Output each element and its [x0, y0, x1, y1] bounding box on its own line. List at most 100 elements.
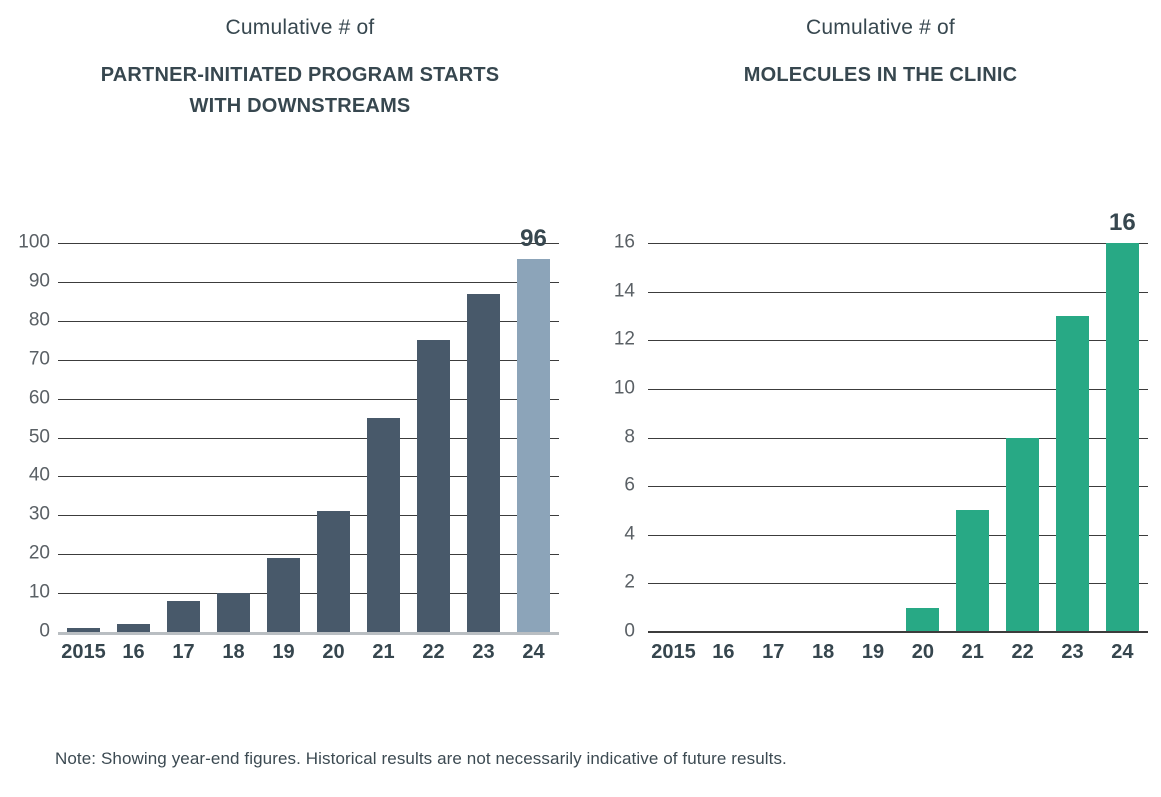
x-axis-baseline: [648, 631, 1148, 633]
gridline: [58, 243, 559, 244]
bar-value-label: 96: [520, 224, 547, 252]
x-tick-label: 24: [1111, 641, 1134, 663]
gridline: [648, 388, 1148, 390]
x-tick-label: 23: [1061, 641, 1084, 663]
y-tick-label: 2: [624, 571, 635, 593]
bar-value-label: 16: [1109, 209, 1136, 236]
y-tick-label: 60: [28, 387, 50, 409]
bar-slot: [707, 243, 740, 632]
gridline: [58, 281, 559, 283]
bar-slot: [117, 243, 150, 632]
y-tick-label: 0: [39, 620, 50, 642]
gridline: [58, 554, 559, 556]
gridline: [58, 437, 559, 439]
x-tick-label: 17: [762, 641, 785, 663]
x-tick-label: 21: [961, 641, 984, 663]
bar-slot: [417, 243, 450, 632]
y-tick-label: 14: [613, 280, 635, 302]
chart-title-text: PARTNER-INITIATED PROGRAM STARTS WITH DO…: [100, 64, 500, 117]
bar-21: [367, 418, 400, 632]
x-tick-label: 16: [122, 641, 145, 663]
x-axis-labels: 2015 16 17 18 19 20 21 22 23 24: [648, 641, 1148, 664]
x-tick-label: 21: [372, 641, 395, 663]
gridline: [648, 486, 1148, 488]
x-tick-label: 18: [812, 641, 835, 663]
x-axis-baseline: [58, 632, 559, 635]
bar-slot: [807, 243, 840, 632]
chart-title-text: MOLECULES IN THE CLINIC: [743, 64, 1018, 86]
y-tick-label: 80: [28, 309, 50, 331]
y-tick-label: 40: [28, 464, 50, 486]
bar-17: [167, 600, 200, 632]
bar-23: [467, 293, 500, 632]
y-tick-label: 70: [28, 348, 50, 370]
plot-area: 16: [648, 209, 1148, 633]
bar-22: [1006, 437, 1040, 632]
gridline: [648, 291, 1148, 293]
x-tick-label: 19: [861, 641, 885, 663]
y-tick-label: 12: [613, 328, 635, 350]
bar-slot: 16: [1105, 209, 1139, 632]
bar-24: [1105, 243, 1139, 632]
chart-title: PARTNER-INITIATED PROGRAM STARTS WITH DO…: [20, 60, 580, 122]
x-tick-label: 17: [172, 641, 195, 663]
bar-slot: [1056, 243, 1089, 632]
gridline: [58, 359, 559, 361]
bar-20: [317, 511, 350, 632]
x-tick-label: 22: [422, 641, 445, 663]
chart-title-prefix: Cumulative # of: [806, 16, 955, 39]
gridline: [648, 340, 1148, 342]
bars: 16: [648, 209, 1148, 632]
x-tick-label: 2015: [61, 641, 106, 663]
chart-title-prefix: Cumulative # of: [225, 16, 375, 39]
bar-slot: [757, 243, 790, 632]
y-tick-label: 6: [624, 474, 635, 496]
gridline: [58, 320, 559, 322]
bar-slot: [167, 243, 200, 632]
y-tick-label: 16: [613, 231, 635, 253]
x-tick-label: 19: [272, 641, 295, 663]
bar-slot: [367, 243, 400, 632]
bar-slot: [857, 243, 890, 632]
gridline: [648, 534, 1148, 536]
y-axis-labels: 100 90 80 70 60 50 40 30 20 10 0: [18, 232, 50, 642]
x-tick-label: 2015: [651, 641, 696, 663]
gridline: [648, 583, 1148, 585]
chart-title: MOLECULES IN THE CLINIC: [600, 60, 1161, 91]
gridline: [648, 437, 1148, 439]
bar-slot: [467, 243, 500, 632]
bar-21: [956, 510, 990, 632]
bar-18: [217, 593, 250, 632]
y-tick-label: 90: [28, 270, 50, 292]
x-tick-label: 20: [911, 641, 934, 663]
y-tick-label: 20: [28, 542, 50, 564]
bar-slot: [317, 243, 350, 632]
bars: 96: [58, 225, 559, 632]
y-tick-label: 50: [28, 426, 50, 448]
bar-23: [1056, 315, 1089, 632]
x-tick-label: 22: [1011, 641, 1034, 663]
plot-area: 96: [58, 225, 559, 635]
bar-slot: [67, 243, 100, 632]
y-tick-label: 30: [28, 503, 50, 525]
bar-slot: 96: [517, 225, 550, 632]
footnote: Note: Showing year-end figures. Historic…: [55, 749, 787, 768]
bar-20: [906, 607, 940, 632]
x-axis-labels: 2015 16 17 18 19 20 21 22 23 24: [58, 641, 559, 664]
y-tick-label: 10: [28, 581, 50, 603]
y-tick-label: 8: [624, 426, 635, 448]
y-axis-labels: 16 14 12 10 8 6 4 2 0: [600, 232, 635, 642]
bar-22: [417, 340, 450, 632]
gridline: [58, 398, 559, 400]
gridline: [58, 476, 559, 478]
chart-partner-program-starts: Cumulative # of PARTNER-INITIATED PROGRA…: [18, 0, 580, 700]
bar-slot: [217, 243, 250, 632]
chart-molecules-in-clinic: Cumulative # of MOLECULES IN THE CLINIC …: [600, 0, 1161, 700]
y-tick-label: 4: [624, 523, 635, 545]
bar-19: [267, 558, 300, 632]
bar-24: [517, 258, 550, 632]
bar-slot: [267, 243, 300, 632]
bar-slot: [657, 243, 690, 632]
y-tick-label: 0: [624, 620, 635, 642]
